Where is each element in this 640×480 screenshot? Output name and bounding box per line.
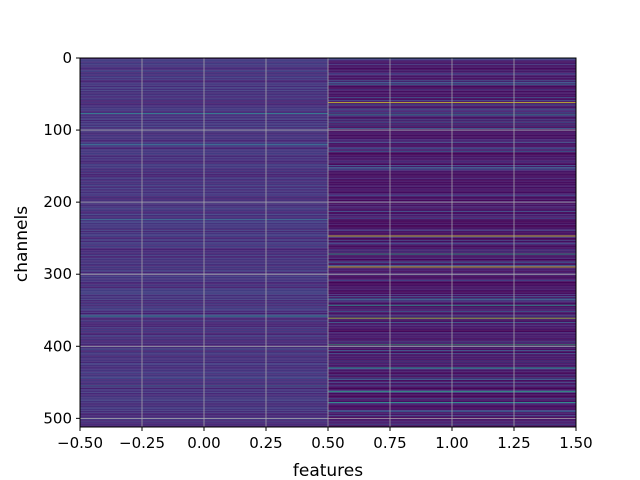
x-axis-label: features: [293, 461, 363, 480]
x-tick-label: 1.25: [497, 434, 530, 452]
y-tick-label: 200: [43, 193, 72, 211]
x-tick-label: 0.75: [373, 434, 406, 452]
x-tick-label: −0.25: [119, 434, 165, 452]
y-axis-ticks: 0 100 200 300 400 500: [43, 49, 80, 427]
y-tick-label: 500: [43, 409, 72, 427]
y-tick-label: 100: [43, 121, 72, 139]
x-tick-label: 0.00: [187, 434, 220, 452]
x-tick-label: 1.00: [435, 434, 468, 452]
y-tick-label: 400: [43, 337, 72, 355]
y-axis-label: channels: [12, 206, 32, 282]
x-tick-label: 0.25: [249, 434, 282, 452]
x-tick-label: −0.50: [57, 434, 103, 452]
y-tick-label: 300: [43, 265, 72, 283]
x-axis-ticks: −0.50 −0.25 0.00 0.25 0.50 0.75 1.00 1.25 1.50: [57, 427, 593, 452]
x-tick-label: 1.50: [559, 434, 592, 452]
y-tick-label: 0: [62, 49, 72, 67]
x-tick-label: 0.50: [311, 434, 344, 452]
